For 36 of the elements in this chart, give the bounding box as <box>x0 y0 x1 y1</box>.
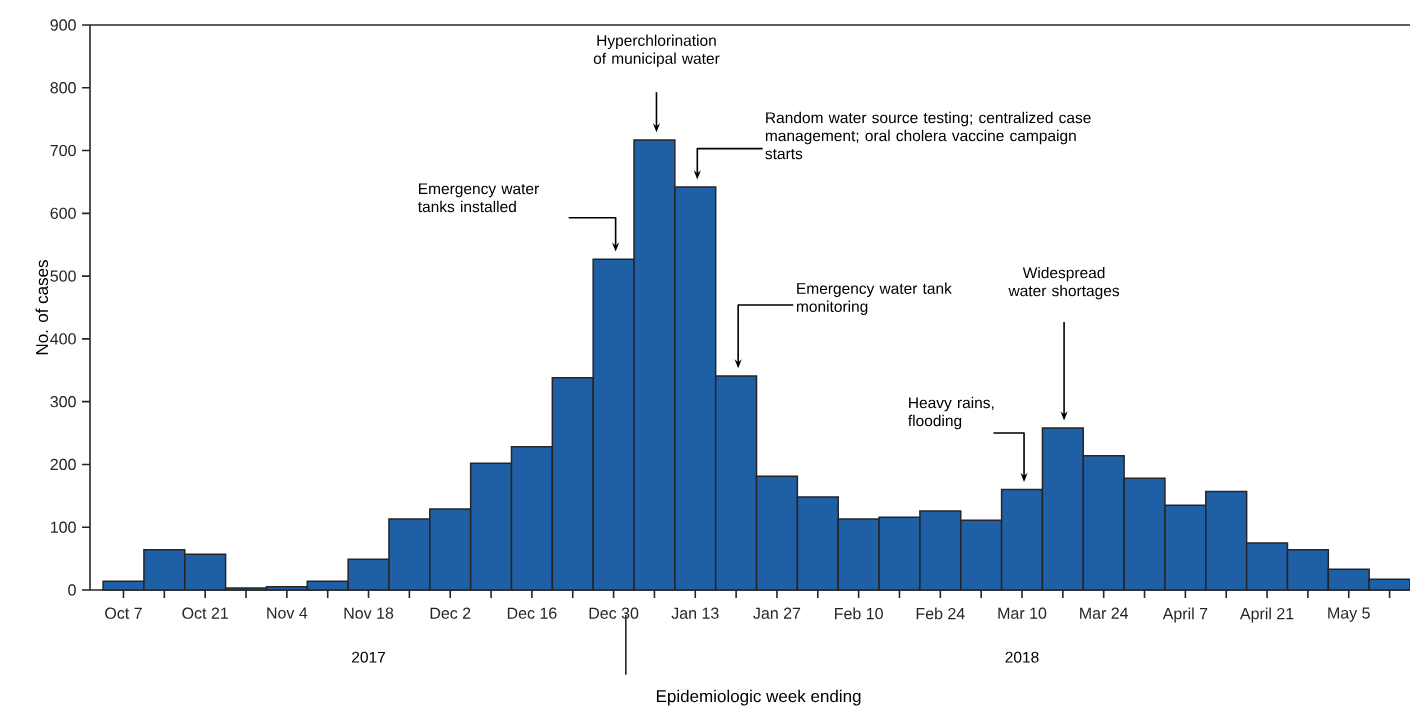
x-tick-label: Jan 13 <box>671 607 719 619</box>
text: 2018 <box>1005 651 1039 663</box>
x-tick-label: Dec 30 <box>589 607 639 619</box>
annotation: Random water source testing; centralized case management; oral cholera vaccine campaign starts <box>765 111 1091 160</box>
y-tick-label: 600 <box>50 207 76 219</box>
x-axis-title: Epidemiologic week ending <box>656 689 861 706</box>
x-tick-label: Oct 21 <box>182 607 228 619</box>
annotation: Widespread water shortages <box>1008 266 1120 300</box>
y-tick-label: 400 <box>50 333 76 345</box>
y-tick-label: 0 <box>68 584 76 596</box>
x-tick-label: May 5 <box>1328 607 1370 622</box>
y-tick-label: 700 <box>50 144 76 157</box>
x-tick-label: Nov 18 <box>344 607 394 619</box>
x-tick-label: Feb 10 <box>835 607 883 620</box>
annotation: Hyperchlorination of municipal water <box>593 34 720 68</box>
x-tick-label: Dec 16 <box>507 607 557 619</box>
x-tick-label: Feb 24 <box>916 607 965 620</box>
annotation: Emergency water tanks installed <box>417 183 539 213</box>
y-tick-label: 500 <box>50 270 76 282</box>
annotation: Heavy rains, flooding <box>908 396 994 430</box>
x-tick-label: Mar 10 <box>998 607 1047 619</box>
y-tick-label: 100 <box>50 521 76 533</box>
x-tick-label: Oct 7 <box>105 607 142 619</box>
x-tick-label: April 7 <box>1162 607 1208 623</box>
annotation: Emergency water tank monitoring <box>796 282 952 316</box>
text: 2017 <box>352 651 385 663</box>
y-tick-label: 900 <box>50 19 76 31</box>
x-tick-label: Mar 24 <box>1080 607 1129 619</box>
y-tick-label: 300 <box>50 396 76 408</box>
y-tick-label: 800 <box>50 82 76 94</box>
x-tick-label: Dec 2 <box>430 607 471 619</box>
y-axis-title: No. of cases <box>35 260 49 355</box>
y-tick-label: 200 <box>50 458 76 471</box>
x-tick-label: April 21 <box>1239 607 1294 623</box>
x-tick-label: Jan 27 <box>753 607 801 619</box>
x-tick-label: Nov 4 <box>267 607 308 619</box>
